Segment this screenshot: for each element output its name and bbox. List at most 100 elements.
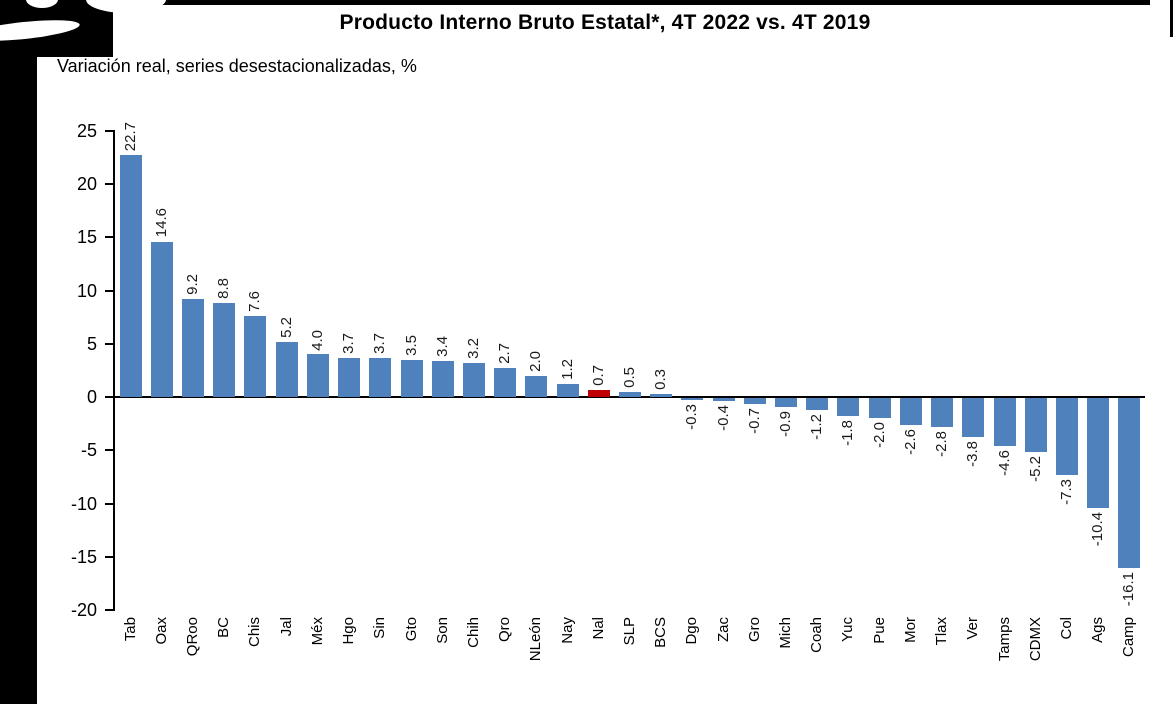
y-axis-tick [105, 129, 113, 132]
x-axis-label: BCS [652, 617, 670, 648]
x-axis-label: Pue [870, 617, 888, 644]
bar-value-label: -1.2 [808, 413, 826, 440]
logo-swoosh [86, 0, 166, 13]
bar-value-label: -7.3 [1057, 478, 1075, 505]
bar [525, 375, 548, 397]
bar-value-label: 9.2 [184, 274, 202, 296]
y-axis-label: -10 [70, 493, 97, 514]
y-axis-tick [105, 289, 113, 292]
bar-highlight [587, 389, 610, 397]
x-axis-label: Mich [777, 617, 795, 649]
bar-value-label: -0.9 [777, 410, 795, 437]
x-axis-label: Chis [246, 617, 264, 648]
x-axis-label: Mor [901, 617, 919, 643]
bar-value-label: 1.2 [558, 359, 576, 381]
y-axis-tick [105, 502, 113, 505]
bar [1055, 398, 1078, 475]
y-axis-tick [105, 396, 113, 398]
bar-value-label: 8.8 [215, 278, 233, 300]
bar-value-label: -0.4 [714, 405, 732, 432]
bar [743, 398, 766, 405]
bar-value-label: 22.7 [121, 122, 139, 152]
y-axis-tick [105, 609, 113, 611]
x-axis-label: Yuc [839, 617, 857, 643]
x-axis-label: Col [1057, 617, 1075, 640]
y-axis-label: 25 [76, 120, 97, 141]
bar-value-label: -0.7 [745, 408, 763, 435]
bar-value-label: 5.2 [277, 316, 295, 338]
x-axis-label: Coah [808, 617, 826, 653]
bar [400, 359, 423, 397]
y-axis-label: 20 [76, 174, 97, 194]
chart-title: Producto Interno Bruto Estatal*, 4T 2022… [339, 11, 871, 34]
bar [1118, 398, 1141, 569]
bar [712, 398, 735, 402]
y-axis-label: -20 [70, 600, 97, 620]
x-axis-label: QRoo [184, 617, 202, 657]
x-axis-label: Ags [1089, 617, 1107, 643]
bar [899, 398, 922, 425]
bar-value-label: 3.4 [433, 335, 451, 357]
bar-value-label: 7.6 [246, 291, 264, 313]
x-axis-label: SLP [620, 617, 638, 646]
y-axis-tick [105, 183, 113, 185]
y-axis-label: 10 [76, 280, 97, 301]
bar [806, 398, 829, 410]
bar [993, 398, 1016, 446]
x-axis-label: Gto [402, 617, 420, 642]
partial-logo [0, 0, 168, 57]
bar [837, 398, 860, 417]
bar [119, 155, 142, 397]
bar-value-label: -5.2 [1026, 456, 1044, 483]
x-axis-label: Dgo [683, 617, 701, 645]
bar [306, 354, 329, 397]
bar [275, 341, 298, 397]
bar [618, 391, 641, 397]
x-axis-label: Camp [1120, 617, 1138, 658]
bar-value-label: 14.6 [152, 208, 170, 238]
bar-value-label: -2.6 [901, 428, 919, 455]
x-axis-label: Chih [464, 617, 482, 648]
x-axis-label: Nay [558, 617, 576, 644]
y-axis-label: 0 [86, 387, 97, 407]
top-edge-strip [0, 0, 1150, 5]
bar-value-label: -2.8 [933, 430, 951, 457]
x-axis-label: NLeón [527, 617, 545, 662]
x-axis-label: BC [215, 617, 233, 638]
y-axis-label: 15 [76, 227, 97, 248]
bar-value-label: 4.0 [308, 329, 326, 351]
bar-value-label: -3.8 [964, 441, 982, 468]
bar-value-label: 3.7 [371, 332, 389, 354]
x-axis-label: Sin [371, 617, 389, 639]
bar [931, 398, 954, 427]
bar [962, 398, 985, 438]
chart-subtitle: Variación real, series desestacionalizad… [57, 56, 417, 76]
bar [150, 241, 173, 397]
bar-value-label: 0.5 [620, 366, 638, 388]
bar-value-label: -0.3 [683, 404, 701, 431]
bar-value-label: 2.7 [496, 343, 514, 365]
bar [431, 360, 454, 397]
x-axis-label: Zac [714, 617, 732, 643]
bar-value-label: -10.4 [1089, 511, 1107, 546]
bar-value-label: 0.3 [652, 368, 670, 390]
bar [369, 357, 392, 397]
x-axis-label: Oax [152, 617, 170, 645]
bar-value-label: 3.7 [340, 332, 358, 354]
x-axis-label: Gro [745, 617, 763, 643]
bar [494, 368, 517, 397]
bar-value-label: 3.2 [464, 338, 482, 359]
bar [556, 384, 579, 397]
bar [182, 299, 205, 397]
right-edge-mark [1170, 0, 1173, 37]
bar [1087, 398, 1110, 508]
bar-value-label: -16.1 [1120, 572, 1138, 607]
y-axis-tick [105, 555, 113, 558]
y-axis-tick [105, 342, 113, 345]
bar [213, 303, 236, 397]
bar [1024, 398, 1047, 453]
bar-value-label: -1.8 [839, 420, 857, 447]
left-edge-band [0, 0, 37, 704]
y-axis-label: 5 [86, 333, 97, 354]
